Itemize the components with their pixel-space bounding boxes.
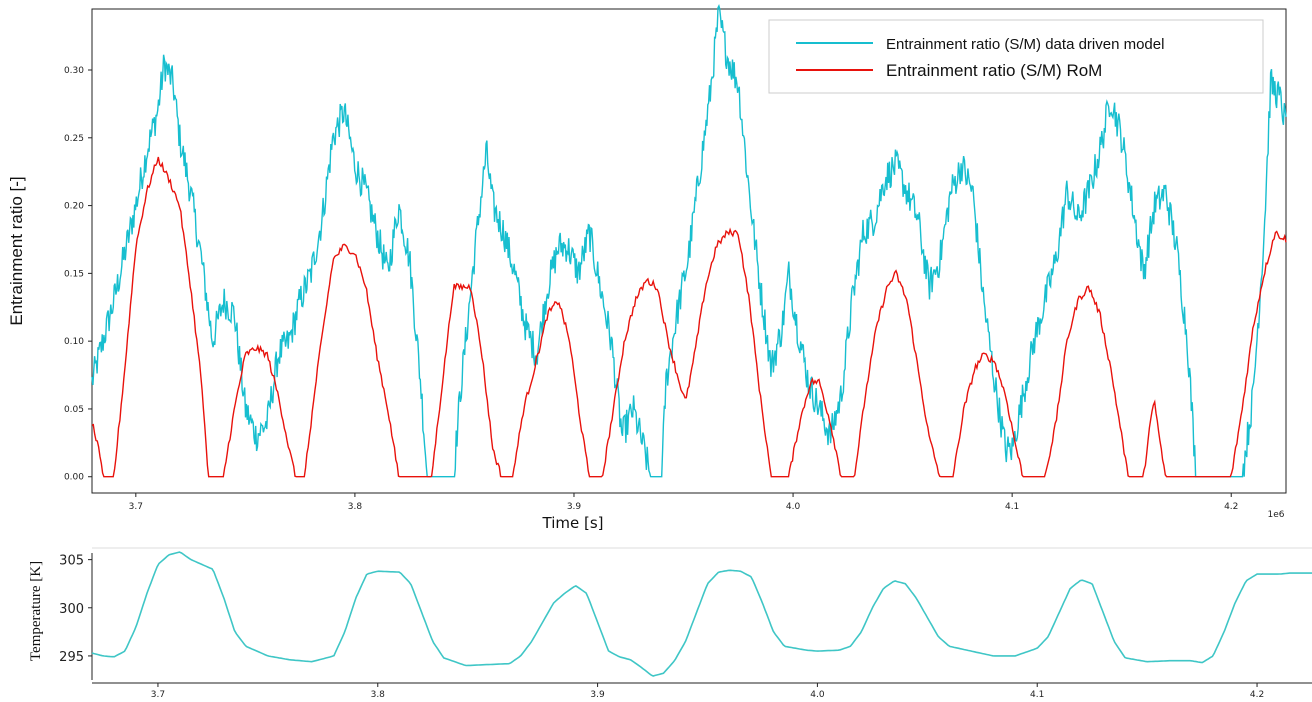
top-x-tick-label: 4.1 — [1005, 502, 1019, 512]
top-x-tick-label: 4.2 — [1224, 502, 1238, 512]
top-chart-series — [91, 3, 1287, 478]
bottom-x-tick-label: 4.2 — [1250, 690, 1264, 700]
series-line-data-driven — [91, 3, 1287, 478]
series-line-rom — [91, 156, 1287, 478]
top-y-tick-label: 0.20 — [64, 202, 84, 212]
top-y-tick-label: 0.25 — [64, 134, 84, 144]
top-y-tick-label: 0.00 — [64, 473, 84, 483]
top-chart-ticks: 3.7 3.8 3.9 4.0 4.1 4.2 0.00 0.05 0.10 0.15 0.20 0.… — [64, 66, 1238, 512]
bottom-y-tick-label: 295 — [59, 650, 84, 665]
top-chart-axes-frame — [91, 8, 1287, 494]
top-chart-x-offset-label: 1e6 — [1268, 510, 1285, 520]
bottom-x-tick-label: 4.1 — [1030, 690, 1044, 700]
legend-entry-rom: Entrainment ratio (S/M) RoM — [886, 61, 1102, 80]
legend: Entrainment ratio (S/M) data driven mode… — [768, 19, 1264, 94]
top-y-tick-label: 0.05 — [64, 405, 84, 415]
legend-box — [768, 19, 1264, 94]
legend-entry-data-driven: Entrainment ratio (S/M) data driven mode… — [886, 36, 1164, 53]
top-x-tick-label: 4.0 — [786, 502, 801, 512]
top-x-tick-label: 3.8 — [348, 502, 363, 512]
bottom-x-tick-label: 3.9 — [590, 690, 605, 700]
series-line-temperature — [91, 551, 1312, 677]
bottom-y-tick-label: 300 — [59, 602, 84, 617]
top-chart-y-axis-label: Entrainment ratio [-] — [7, 176, 26, 325]
top-x-tick-label: 3.7 — [129, 502, 143, 512]
bottom-y-tick-label: 305 — [59, 554, 84, 569]
top-y-tick-label: 0.10 — [64, 337, 84, 347]
bottom-chart-series — [91, 551, 1312, 677]
top-x-tick-label: 3.9 — [567, 502, 582, 512]
bottom-chart-y-axis-label: Temperature [K] — [28, 561, 44, 661]
top-y-tick-label: 0.15 — [64, 269, 84, 279]
bottom-chart-ticks: 3.7 3.8 3.9 4.0 4.1 4.2 295 300 305 — [59, 554, 1264, 700]
bottom-x-tick-label: 4.0 — [810, 690, 825, 700]
bottom-x-tick-label: 3.7 — [151, 690, 165, 700]
top-chart-x-axis-label: Time [s] — [542, 514, 604, 532]
bottom-x-tick-label: 3.8 — [371, 690, 386, 700]
top-y-tick-label: 0.30 — [64, 66, 84, 76]
